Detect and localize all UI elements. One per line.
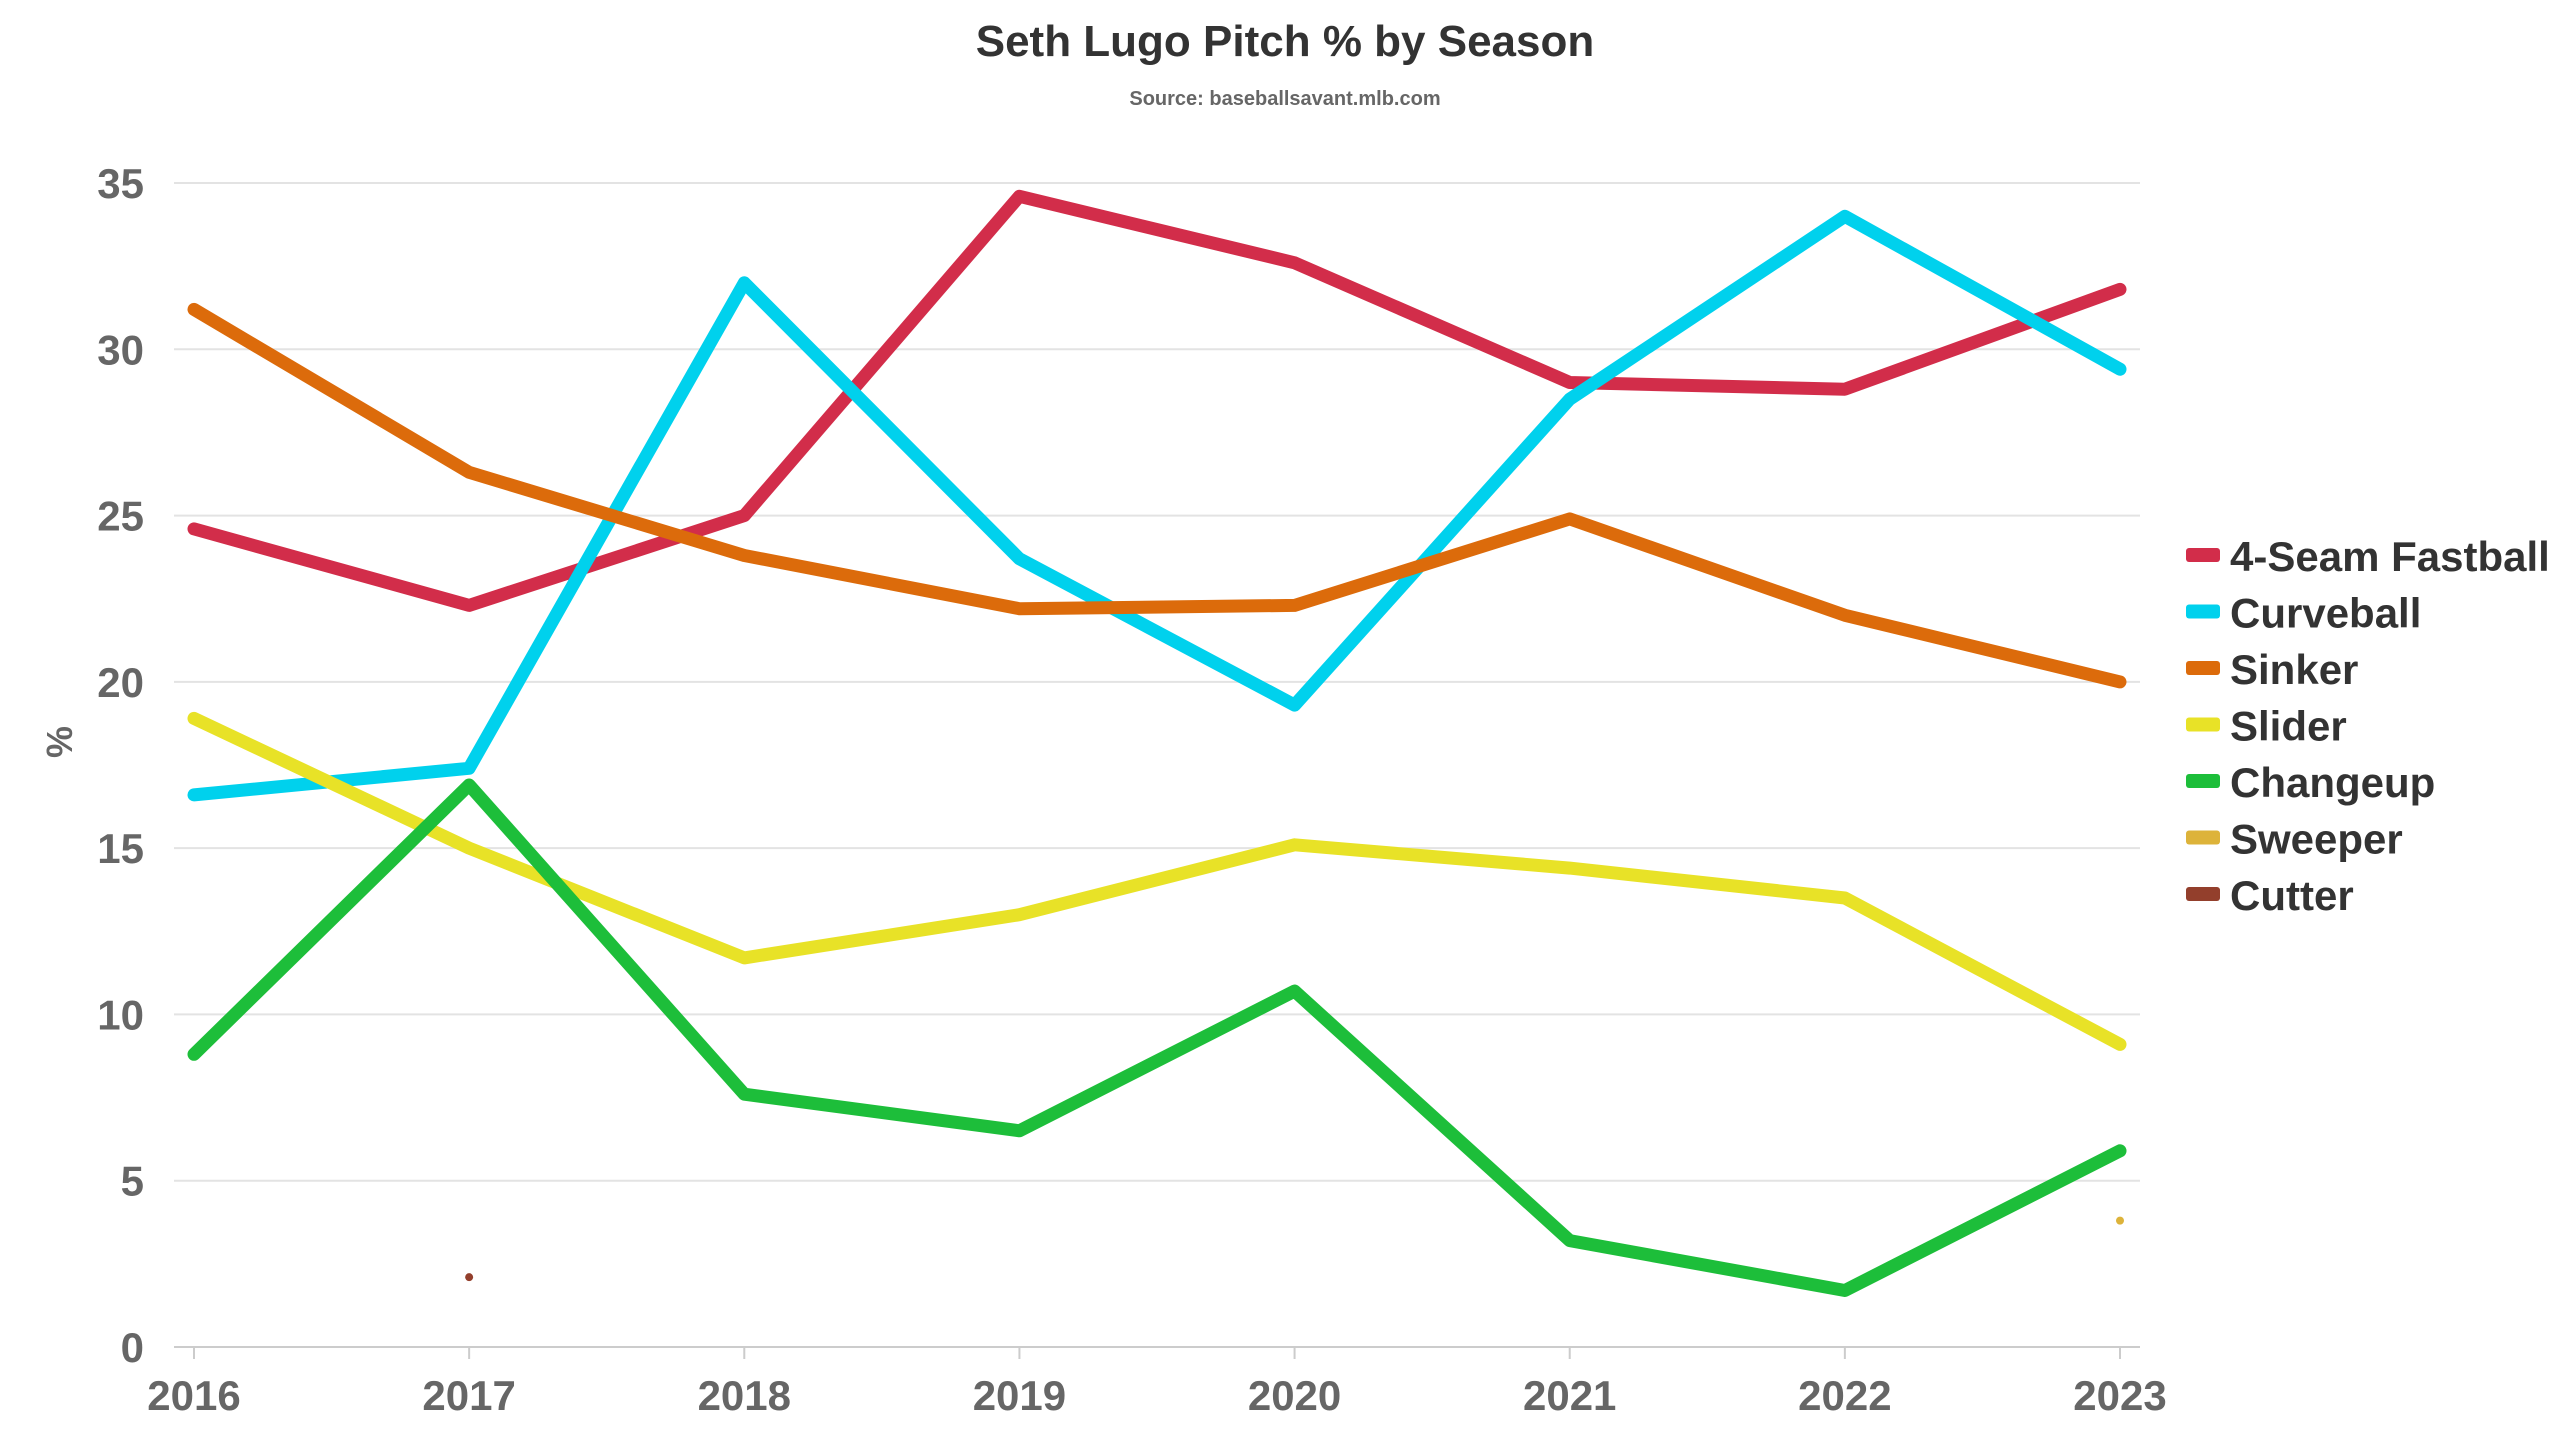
legend-swatch <box>2186 717 2220 732</box>
y-axis-label: % <box>39 726 80 758</box>
x-tick-label: 2021 <box>1523 1372 1616 1419</box>
series-point-sweeper <box>2116 1216 2124 1225</box>
y-tick-label: 0 <box>121 1324 144 1371</box>
chart-title: Seth Lugo Pitch % by Season <box>976 17 1595 66</box>
series-lines <box>187 189 2127 1297</box>
y-tick-label: 20 <box>97 659 144 706</box>
axes: 0 5 10 15 20 25 30 35 2016 2017 2018 2019 2020 2021 20… <box>97 160 2166 1419</box>
legend-item-sinker: Sinker <box>2186 646 2358 693</box>
series-point-cutter <box>465 1273 474 1282</box>
legend-swatch <box>2186 661 2220 675</box>
x-tick-label: 2018 <box>698 1372 791 1419</box>
series-line-4-seam-fastball <box>187 189 2127 612</box>
legend-swatch <box>2186 604 2220 619</box>
y-tick-label: 15 <box>97 825 144 872</box>
legend-item-4-seam-fastball: 4-Seam Fastball <box>2186 533 2550 580</box>
legend-label: 4-Seam Fastball <box>2230 533 2550 580</box>
legend-label: Sweeper <box>2230 816 2403 863</box>
legend-swatch <box>2186 887 2220 901</box>
legend: 4-Seam Fastball Curveball Sinker Slider Chan… <box>2186 533 2550 919</box>
x-tick-label: 2022 <box>1798 1372 1891 1419</box>
series-line-slider <box>187 711 2127 1051</box>
gridlines <box>174 182 2140 1182</box>
legend-label: Curveball <box>2230 590 2421 637</box>
legend-item-sweeper: Sweeper <box>2186 816 2403 863</box>
legend-item-changeup: Changeup <box>2186 759 2435 806</box>
legend-label: Changeup <box>2230 759 2435 806</box>
legend-item-curveball: Curveball <box>2186 590 2421 637</box>
x-tick-label: 2020 <box>1248 1372 1341 1419</box>
series-line-curveball <box>187 209 2127 802</box>
legend-label: Sinker <box>2230 646 2358 693</box>
x-tick-label: 2019 <box>973 1372 1066 1419</box>
series-line-sinker <box>187 302 2127 689</box>
chart-subtitle: Source: baseballsavant.mlb.com <box>1129 88 1440 110</box>
legend-label: Cutter <box>2230 872 2354 919</box>
y-tick-label: 25 <box>97 493 144 540</box>
x-tick-label: 2016 <box>147 1372 240 1419</box>
x-tick-label: 2023 <box>2073 1372 2166 1419</box>
legend-item-slider: Slider <box>2186 703 2347 750</box>
legend-item-cutter: Cutter <box>2186 872 2354 919</box>
x-tick-label: 2017 <box>422 1372 515 1419</box>
y-tick-label: 5 <box>121 1158 144 1205</box>
legend-swatch <box>2186 830 2220 845</box>
series-line-changeup <box>187 778 2127 1297</box>
legend-swatch <box>2186 548 2220 562</box>
y-tick-label: 30 <box>97 326 144 373</box>
legend-swatch <box>2186 774 2220 788</box>
legend-label: Slider <box>2230 703 2347 750</box>
y-tick-label: 35 <box>97 160 144 207</box>
y-tick-label: 10 <box>97 991 144 1038</box>
